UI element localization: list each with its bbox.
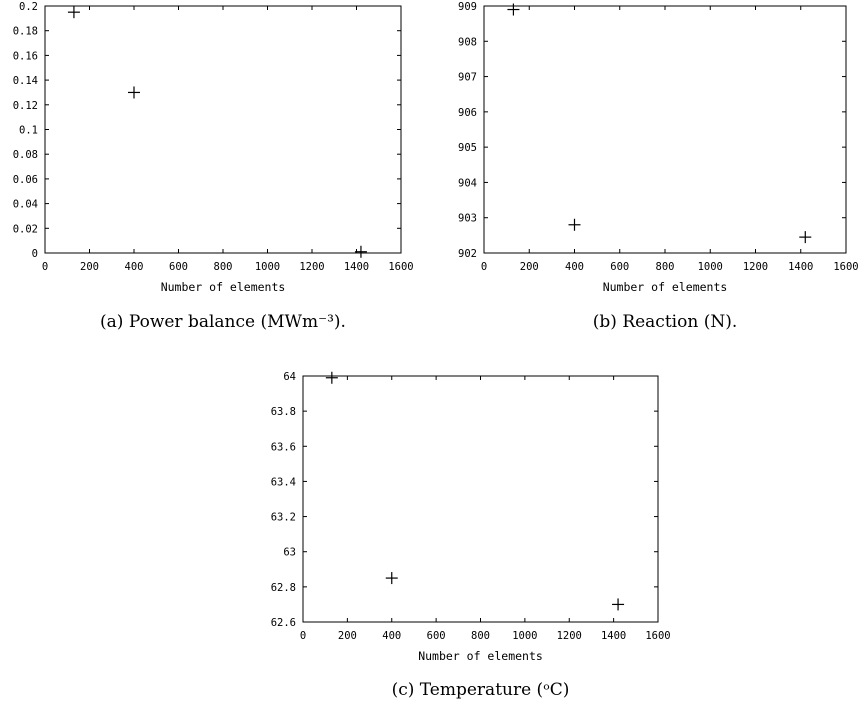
x-tick-label: 1400 (601, 630, 626, 642)
x-tick-label: 1600 (388, 261, 413, 273)
y-tick-label: 0.1 (19, 125, 38, 137)
data-point (325, 371, 338, 384)
x-tick-label: 1200 (299, 261, 324, 273)
y-tick-label: 63 (283, 547, 296, 559)
y-tick-label: 904 (458, 177, 477, 189)
data-point (799, 231, 812, 244)
y-tick-label: 63.2 (271, 512, 296, 524)
panel-caption: (a) Power balance (MWm⁻³). (100, 312, 346, 332)
panel-caption: (b) Reaction (N). (593, 312, 737, 332)
y-tick-label: 63.6 (271, 441, 296, 453)
x-axis-title: Number of elements (161, 280, 286, 294)
x-tick-label: 1400 (788, 261, 813, 273)
x-tick-label: 1000 (698, 261, 723, 273)
y-tick-label: 64 (283, 371, 296, 383)
y-tick-label: 63.4 (271, 476, 296, 488)
data-point (128, 86, 140, 99)
y-tick-label: 62.6 (271, 617, 296, 629)
x-tick-label: 800 (471, 630, 490, 642)
x-tick-label: 600 (169, 261, 188, 273)
x-tick-label: 1600 (833, 261, 858, 273)
x-tick-label: 400 (382, 630, 401, 642)
panel-b-reaction: 0 200 400 600 800 1000 1200 1400 1600 902 903 904 90… (458, 1, 859, 332)
plot-frame (483, 5, 847, 254)
x-tick-label: 0 (42, 261, 48, 273)
x-tick-label: 200 (520, 261, 539, 273)
y-tick-label: 903 (458, 213, 477, 225)
y-tick-label: 902 (458, 248, 477, 260)
y-tick-label: 905 (458, 142, 477, 154)
x-tick-label: 1200 (743, 261, 768, 273)
data-point (354, 245, 367, 258)
x-tick-label: 1000 (512, 630, 537, 642)
panel-c-temperature: 0 200 400 600 800 1000 1200 1400 1600 62.6 62.8 63 6… (271, 371, 671, 700)
y-tick-label: 0.02 (13, 223, 38, 235)
plot-frame (302, 375, 659, 623)
y-tick-label: 0.16 (13, 50, 38, 62)
x-tick-label: 200 (338, 630, 357, 642)
y-tick-label: 62.8 (271, 582, 296, 594)
x-tick-label: 600 (427, 630, 446, 642)
x-tick-label: 0 (300, 630, 306, 642)
data-point (507, 3, 520, 16)
y-tick-label: 0.08 (13, 149, 38, 161)
plot-frame (44, 5, 402, 254)
y-tick-label: 909 (458, 1, 477, 13)
y-tick-label: 0.18 (13, 26, 38, 38)
x-tick-label: 0 (481, 261, 487, 273)
y-tick-label: 907 (458, 72, 477, 84)
y-tick-label: 906 (458, 107, 477, 119)
data-point (67, 6, 80, 19)
y-tick-label: 63.8 (271, 406, 296, 418)
data-point (612, 598, 625, 611)
data-point (568, 218, 581, 231)
panel-caption: (c) Temperature (ᵒC) (392, 680, 570, 700)
x-tick-label: 800 (656, 261, 675, 273)
y-tick-label: 908 (458, 36, 477, 48)
x-tick-label: 1200 (557, 630, 582, 642)
y-tick-label: 0.06 (13, 174, 38, 186)
x-tick-label: 1400 (344, 261, 369, 273)
x-tick-label: 200 (80, 261, 99, 273)
x-tick-label: 1600 (645, 630, 670, 642)
y-tick-label: 0 (32, 248, 38, 260)
x-tick-label: 1000 (255, 261, 280, 273)
x-axis-title: Number of elements (418, 649, 543, 663)
x-tick-label: 800 (214, 261, 233, 273)
data-point (385, 572, 398, 585)
panel-a-power-balance: 0 200 400 600 800 1000 1200 1400 1600 0 0.02 0.04 0.… (13, 1, 414, 332)
x-tick-label: 400 (565, 261, 584, 273)
y-tick-label: 0.12 (13, 100, 38, 112)
x-tick-label: 400 (125, 261, 144, 273)
x-axis-title: Number of elements (603, 280, 728, 294)
y-tick-label: 0.14 (13, 75, 38, 87)
x-tick-label: 600 (610, 261, 629, 273)
y-tick-label: 0.04 (13, 199, 38, 211)
y-tick-label: 0.2 (19, 1, 38, 13)
